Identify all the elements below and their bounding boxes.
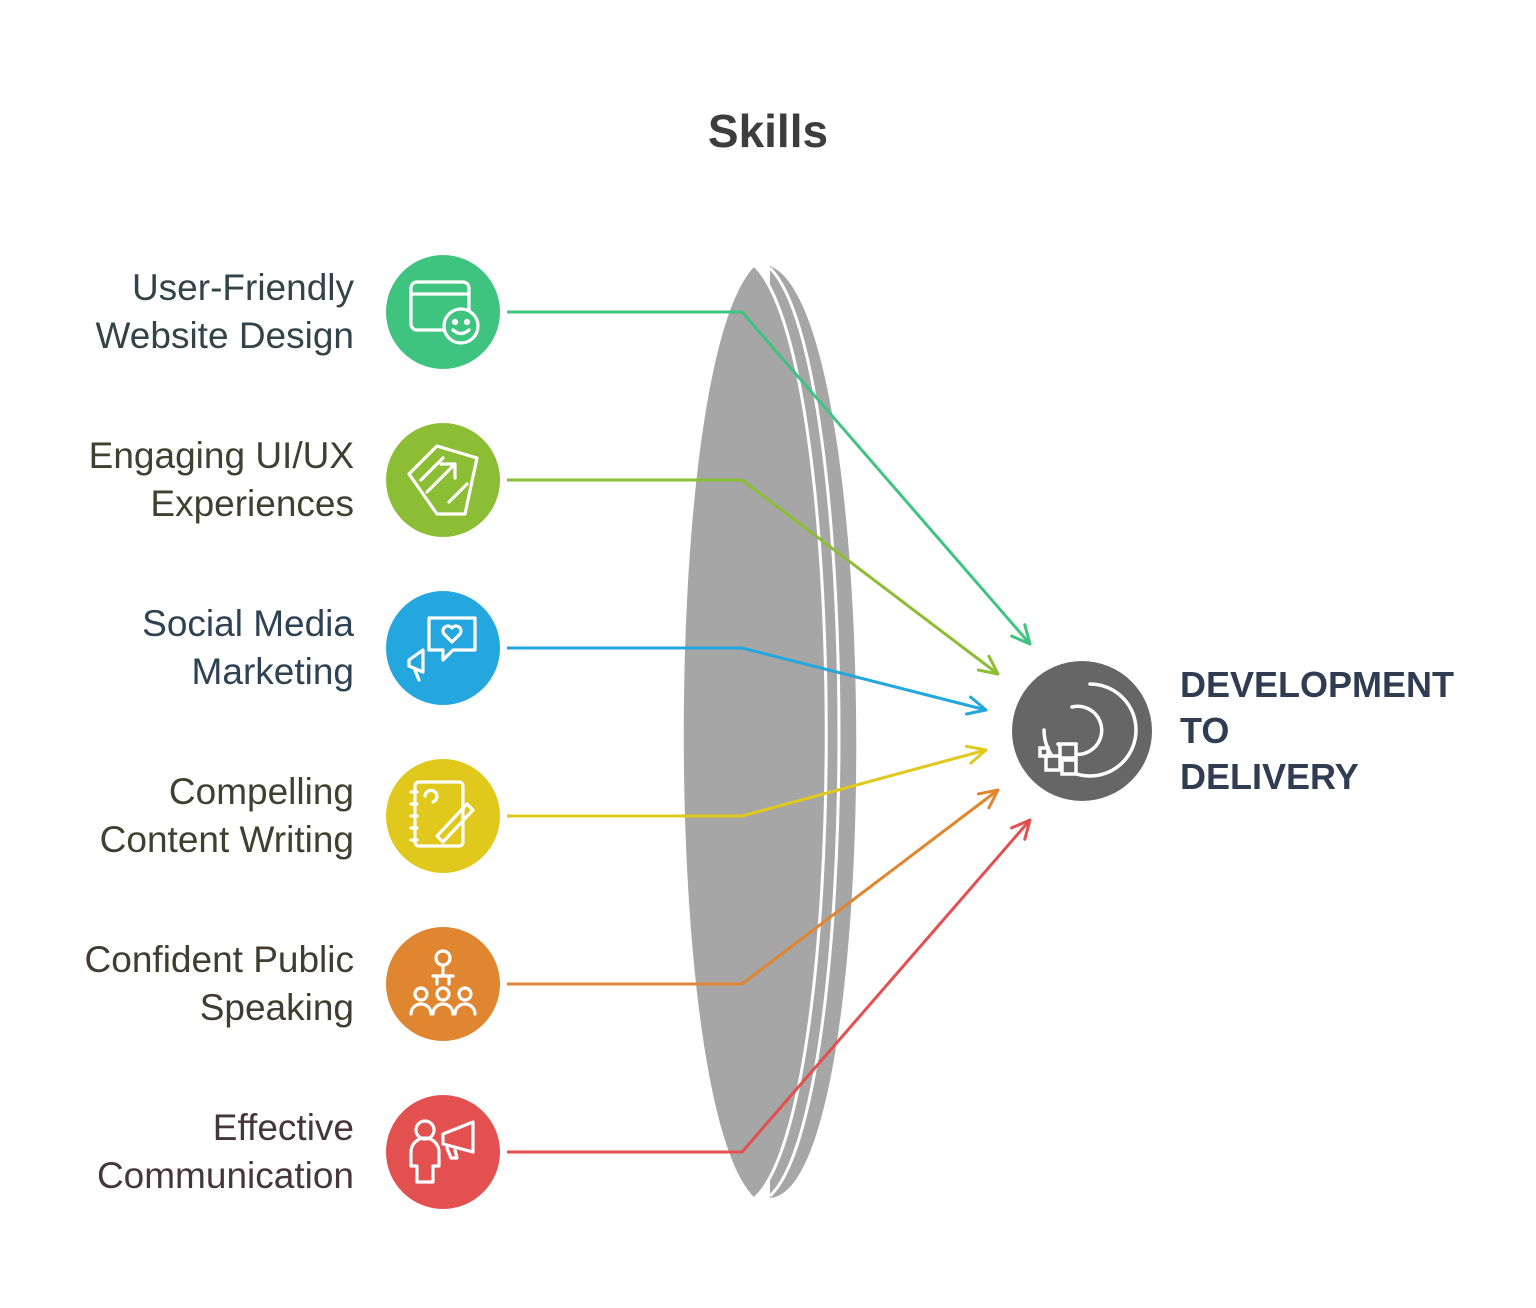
skill-circle bbox=[386, 1095, 500, 1209]
speaker-audience-icon bbox=[409, 949, 477, 1016]
skill-node bbox=[386, 1095, 500, 1209]
skill-label-line: User-Friendly bbox=[131, 267, 354, 308]
diagram-title: Skills bbox=[707, 105, 829, 157]
arrowhead bbox=[1010, 623, 1032, 646]
lens-edge-line bbox=[753, 264, 828, 1200]
skill-node bbox=[386, 759, 500, 873]
skill-node bbox=[386, 255, 500, 369]
lens-front bbox=[683, 266, 827, 1198]
connector-line bbox=[507, 788, 999, 986]
skill-label-line: Website Design bbox=[95, 315, 354, 356]
target-node bbox=[1012, 661, 1152, 801]
person-megaphone-icon bbox=[409, 1119, 475, 1184]
skill-label-line: Speaking bbox=[199, 987, 354, 1028]
arrowhead bbox=[964, 744, 988, 765]
skill-label-line: Engaging UI/UX bbox=[88, 435, 354, 476]
connector-line bbox=[507, 478, 999, 676]
skill-label-ui-ux: Engaging UI/UX Experiences bbox=[0, 432, 354, 528]
lens-edge-line-2 bbox=[768, 266, 841, 1198]
target-circle bbox=[1012, 661, 1152, 801]
target-label-line: DELIVERY bbox=[1180, 756, 1359, 797]
skill-label-public-speaking: Confident Public Speaking bbox=[0, 936, 354, 1032]
arrowhead bbox=[964, 695, 988, 716]
target-label: DEVELOPMENT TO DELIVERY bbox=[1180, 662, 1454, 800]
skill-node bbox=[386, 423, 500, 537]
connector-line bbox=[507, 748, 987, 818]
skill-label-line: Effective bbox=[212, 1107, 354, 1148]
skill-circle bbox=[386, 591, 500, 705]
target-label-line: TO bbox=[1180, 710, 1230, 751]
design-arrow-icon bbox=[407, 444, 479, 516]
deployment-icon bbox=[1038, 682, 1138, 778]
browser-smiley-icon bbox=[409, 280, 480, 345]
skill-icon-group bbox=[386, 255, 500, 1209]
skill-circle bbox=[386, 423, 500, 537]
skill-label-line: Experiences bbox=[150, 483, 354, 524]
megaphone-heart-icon bbox=[407, 616, 477, 682]
arrowhead bbox=[976, 788, 1000, 810]
connector-line bbox=[507, 819, 1032, 1154]
skill-circle bbox=[386, 759, 500, 873]
skill-label-social-media: Social Media Marketing bbox=[0, 600, 354, 696]
skill-label-line: Content Writing bbox=[99, 819, 354, 860]
lens-shape bbox=[683, 264, 857, 1200]
skill-label-line: Marketing bbox=[191, 651, 354, 692]
skill-label-line: Communication bbox=[96, 1155, 354, 1196]
skill-circle bbox=[386, 255, 500, 369]
target-label-line: DEVELOPMENT bbox=[1180, 664, 1455, 705]
skill-label-line: Compelling bbox=[168, 771, 354, 812]
arrowhead bbox=[1010, 818, 1032, 841]
skill-label-website-design: User-Friendly Website Design bbox=[0, 264, 354, 360]
skill-node bbox=[386, 927, 500, 1041]
notebook-pen-icon bbox=[409, 780, 475, 848]
skill-label-content-writing: Compelling Content Writing bbox=[0, 768, 354, 864]
arrowhead bbox=[976, 654, 1000, 676]
connector-line bbox=[507, 646, 987, 712]
skill-label-line: Social Media bbox=[142, 603, 354, 644]
skill-circle bbox=[386, 927, 500, 1041]
skill-label-line: Confident Public bbox=[84, 939, 354, 980]
skill-label-communication: Effective Communication bbox=[0, 1104, 354, 1200]
skill-node bbox=[386, 591, 500, 705]
connector-line bbox=[507, 310, 1032, 645]
connector-group bbox=[507, 310, 1032, 1154]
